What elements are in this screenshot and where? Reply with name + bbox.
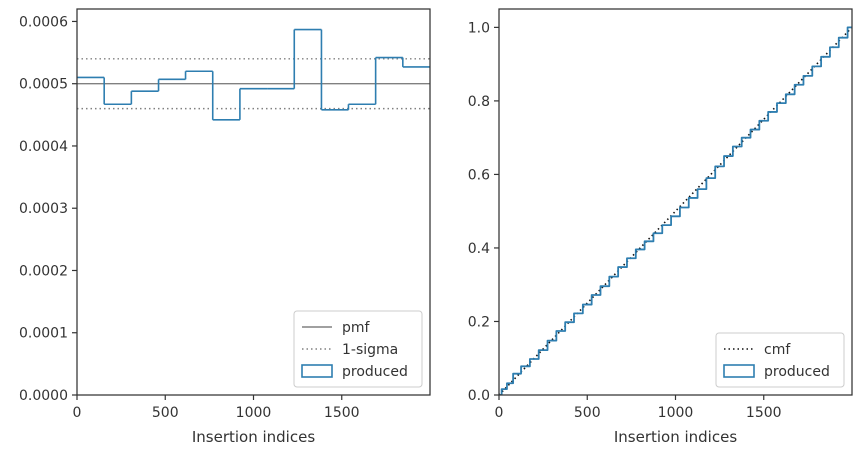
y-tick-label: 0.0003 (19, 201, 68, 217)
y-tick-label: 0.0001 (19, 326, 68, 342)
legend-swatch-produced (301, 364, 333, 378)
plot-area (77, 28, 430, 121)
y-tick-label: 0.0004 (19, 139, 68, 155)
x-axis-label: Insertion indices (192, 428, 315, 446)
y-tick-label: 1.0 (468, 20, 490, 36)
y-tick-label: 0.0002 (19, 263, 68, 279)
y-tick-label: 0.4 (468, 241, 490, 257)
y-tick-label: 0.0000 (19, 388, 68, 404)
legend: cmf produced (715, 332, 845, 388)
x-axis-label: Insertion indices (614, 428, 737, 446)
y-tick-label: 0.0005 (19, 77, 68, 93)
legend-label: 1-sigma (342, 342, 398, 358)
y-tick-label: 0.6 (468, 167, 490, 183)
x-tick-label: 1000 (236, 405, 272, 421)
legend-box (293, 310, 423, 388)
y-tick-label: 0.0006 (19, 14, 68, 30)
x-tick-label: 500 (152, 405, 179, 421)
plot-area (499, 26, 852, 395)
x-tick-label: 0 (73, 405, 82, 421)
y-tick-label: 0.2 (468, 314, 490, 330)
x-tick-label: 0 (495, 405, 504, 421)
legend-label: cmf (764, 342, 791, 358)
legend-label: produced (764, 364, 830, 380)
histogram-panel: 0 500 1000 1500 0.0000 0.0001 0.0002 0.0003 0.00… (19, 8, 431, 446)
produced-cumulative-line (499, 26, 852, 395)
legend-label: pmf (342, 320, 371, 336)
legend-box (715, 332, 845, 388)
legend: pmf 1-sigma produced (293, 310, 423, 388)
x-tick-label: 1500 (746, 405, 782, 421)
y-tick-label: 0.8 (468, 94, 490, 110)
legend-swatch-produced (723, 364, 755, 378)
x-tick-label: 1500 (324, 405, 360, 421)
y-tick-label: 0.0 (468, 388, 490, 404)
cmf-panel: 0 500 1000 1500 0.0 0.2 0.4 0.6 0.8 1.0 Insertion … (468, 8, 853, 446)
x-tick-label: 500 (574, 405, 601, 421)
legend-label: produced (342, 364, 408, 380)
x-tick-label: 1000 (658, 405, 694, 421)
